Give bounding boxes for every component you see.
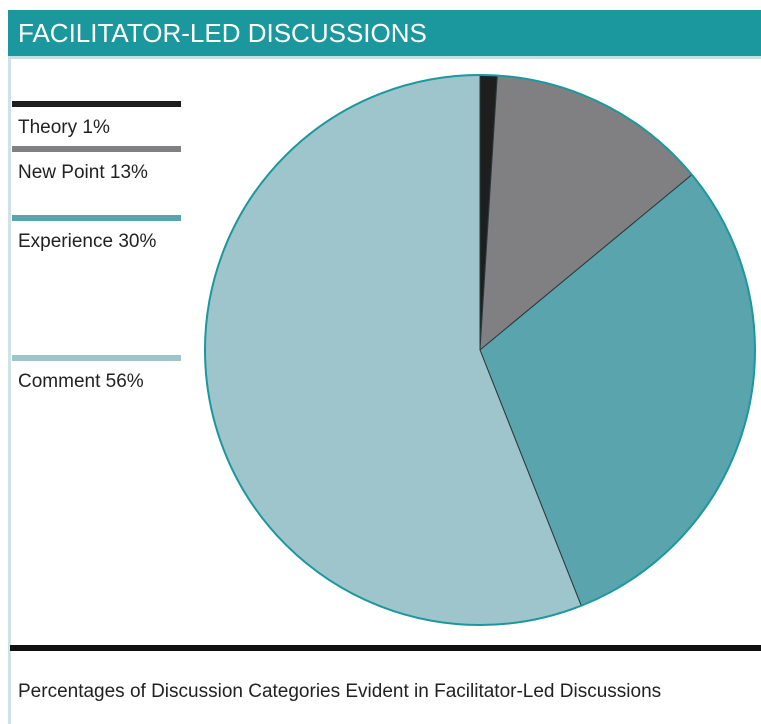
chart-title: FACILITATOR-LED DISCUSSIONS	[18, 18, 427, 48]
legend-label: Experience 30%	[18, 231, 156, 252]
legend-value: 30%	[118, 231, 156, 252]
legend-value: 1%	[82, 117, 110, 138]
legend-name: Comment	[18, 371, 101, 392]
legend-swatch	[12, 215, 181, 221]
legend-name: New Point	[18, 162, 105, 183]
pie	[204, 74, 756, 626]
pie-outline	[204, 74, 756, 626]
legend-swatch	[12, 101, 181, 107]
header-bar	[8, 10, 761, 56]
legend-label: Comment 56%	[18, 371, 144, 392]
header-rule	[8, 56, 761, 59]
legend-swatch	[12, 355, 181, 361]
legend-label: New Point 13%	[18, 162, 148, 183]
left-border	[8, 10, 11, 724]
legend-name: Theory	[18, 117, 78, 138]
legend: Theory 1% New Point 13% Experience 30% Comm…	[12, 101, 181, 392]
caption: Percentages of Discussion Categories Evi…	[18, 681, 661, 702]
legend-swatch	[12, 146, 181, 152]
caption-rule	[10, 645, 761, 651]
legend-value: 56%	[106, 371, 144, 392]
legend-name: Experience	[18, 231, 113, 252]
legend-value: 13%	[110, 162, 148, 183]
legend-label: Theory 1%	[18, 117, 110, 138]
